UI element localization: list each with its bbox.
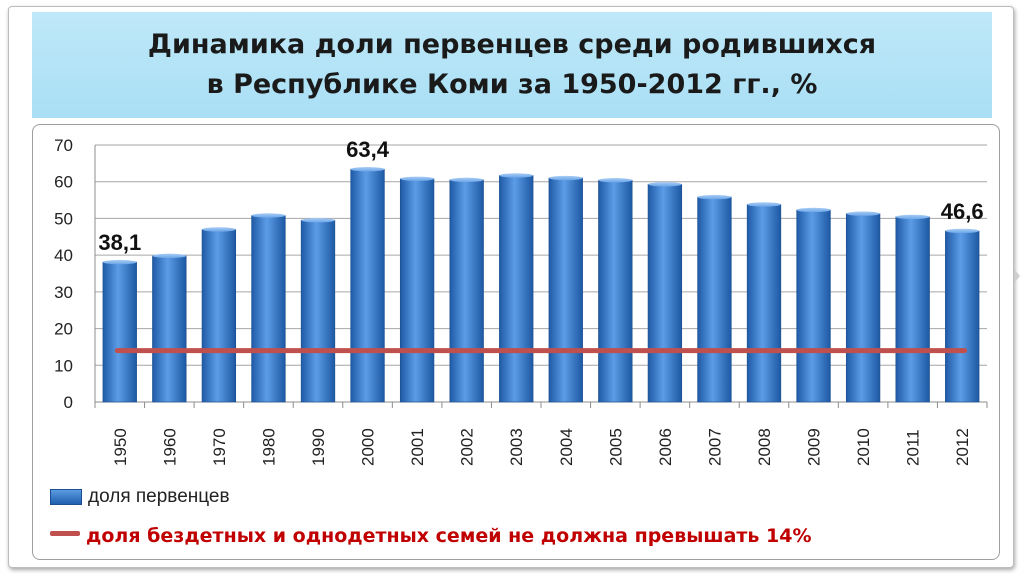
- x-tick-label: 2007: [705, 428, 724, 466]
- y-tick-label: 70: [54, 136, 73, 155]
- bar-top: [648, 182, 682, 187]
- bar-top: [796, 207, 831, 213]
- legend-bar-swatch: [50, 489, 82, 505]
- legend-reference-label: доля бездетных и однодетных семей не дол…: [86, 525, 812, 547]
- bar: [796, 209, 831, 403]
- bar: [300, 219, 336, 403]
- bar-top: [548, 175, 583, 181]
- bar-top: [350, 167, 385, 172]
- grid-layer: 0 10 20 30 40 50 60 70: [54, 136, 988, 412]
- data-label: 63,4: [346, 137, 390, 162]
- bar: [399, 178, 435, 403]
- bar: [201, 229, 237, 403]
- data-label: 46,6: [941, 199, 984, 224]
- bar-top: [102, 259, 137, 265]
- bar: [746, 204, 782, 403]
- bar: [598, 179, 633, 403]
- bar-top: [251, 213, 286, 218]
- bar-top: [400, 176, 434, 181]
- bar: [102, 261, 137, 403]
- y-tick-label: 60: [54, 173, 73, 192]
- x-tick-label: 2004: [557, 428, 576, 466]
- x-tick-label: 2008: [755, 428, 774, 466]
- x-tick-label: 2002: [458, 428, 477, 466]
- bar: [449, 179, 484, 403]
- bar-top: [301, 218, 335, 223]
- bar: [647, 183, 683, 403]
- y-tick-label: 10: [54, 356, 73, 375]
- legend-series: доля первенцев: [50, 486, 230, 508]
- bar: [499, 175, 534, 403]
- x-tick-label: 2000: [359, 428, 378, 466]
- bar: [548, 177, 583, 403]
- legend-reference: доля бездетных и однодетных семей не дол…: [50, 522, 812, 550]
- x-tick-label: 2010: [854, 428, 873, 466]
- x-tick-label: 1970: [210, 428, 229, 466]
- x-tick-label: 2011: [904, 429, 923, 466]
- bar: [152, 255, 187, 403]
- bar-top: [598, 178, 633, 183]
- slide-title-line-1: Динамика доли первенцев среди родившихся: [147, 29, 877, 60]
- y-tick-label: 30: [54, 283, 73, 302]
- bar-top: [499, 173, 534, 178]
- x-tick-label: 1950: [111, 428, 130, 466]
- next-slide-arrow-icon[interactable]: [1015, 270, 1020, 282]
- x-tick-label: 1960: [160, 428, 179, 466]
- x-tick-label: 1980: [259, 428, 278, 466]
- bar: [251, 215, 286, 403]
- legend-series-label: доля первенцев: [88, 486, 230, 507]
- bar-top: [152, 253, 187, 259]
- bar: [895, 216, 930, 403]
- x-tick-label: 2006: [656, 428, 675, 466]
- bar-top: [895, 214, 930, 220]
- bar: [350, 168, 385, 403]
- bar-top: [945, 228, 980, 234]
- y-tick-label: 40: [54, 246, 73, 265]
- y-tick-label: 0: [64, 393, 73, 412]
- bar: [945, 230, 980, 403]
- bars-layer: [102, 167, 980, 403]
- data-label: 38,1: [98, 230, 141, 255]
- y-tick-label: 50: [54, 209, 73, 228]
- bar-top: [747, 202, 781, 207]
- bar-top: [846, 211, 880, 216]
- x-tick-label: 1990: [309, 428, 328, 466]
- x-tick-label: 2003: [507, 428, 526, 466]
- x-tick-label: 2005: [606, 428, 625, 466]
- y-tick-label: 20: [54, 320, 73, 339]
- bar: [845, 213, 881, 403]
- x-tick-label: 2012: [953, 428, 972, 466]
- x-tick-label: 2001: [408, 428, 427, 466]
- bar-top: [202, 227, 236, 232]
- bar-top: [449, 177, 484, 183]
- slide-title-line-2: в Республике Коми за 1950-2012 гг., %: [206, 69, 818, 100]
- legend-line-swatch: [50, 530, 80, 536]
- x-tick-label: 2009: [805, 428, 824, 466]
- bar: [697, 196, 732, 403]
- labels-layer: 1950 1960 1970 1980 1990 2000 2001 2002 2003 2004…: [98, 137, 983, 466]
- title-box: Динамика доли первенцев среди родившихся…: [32, 12, 992, 118]
- bar-top: [697, 194, 732, 200]
